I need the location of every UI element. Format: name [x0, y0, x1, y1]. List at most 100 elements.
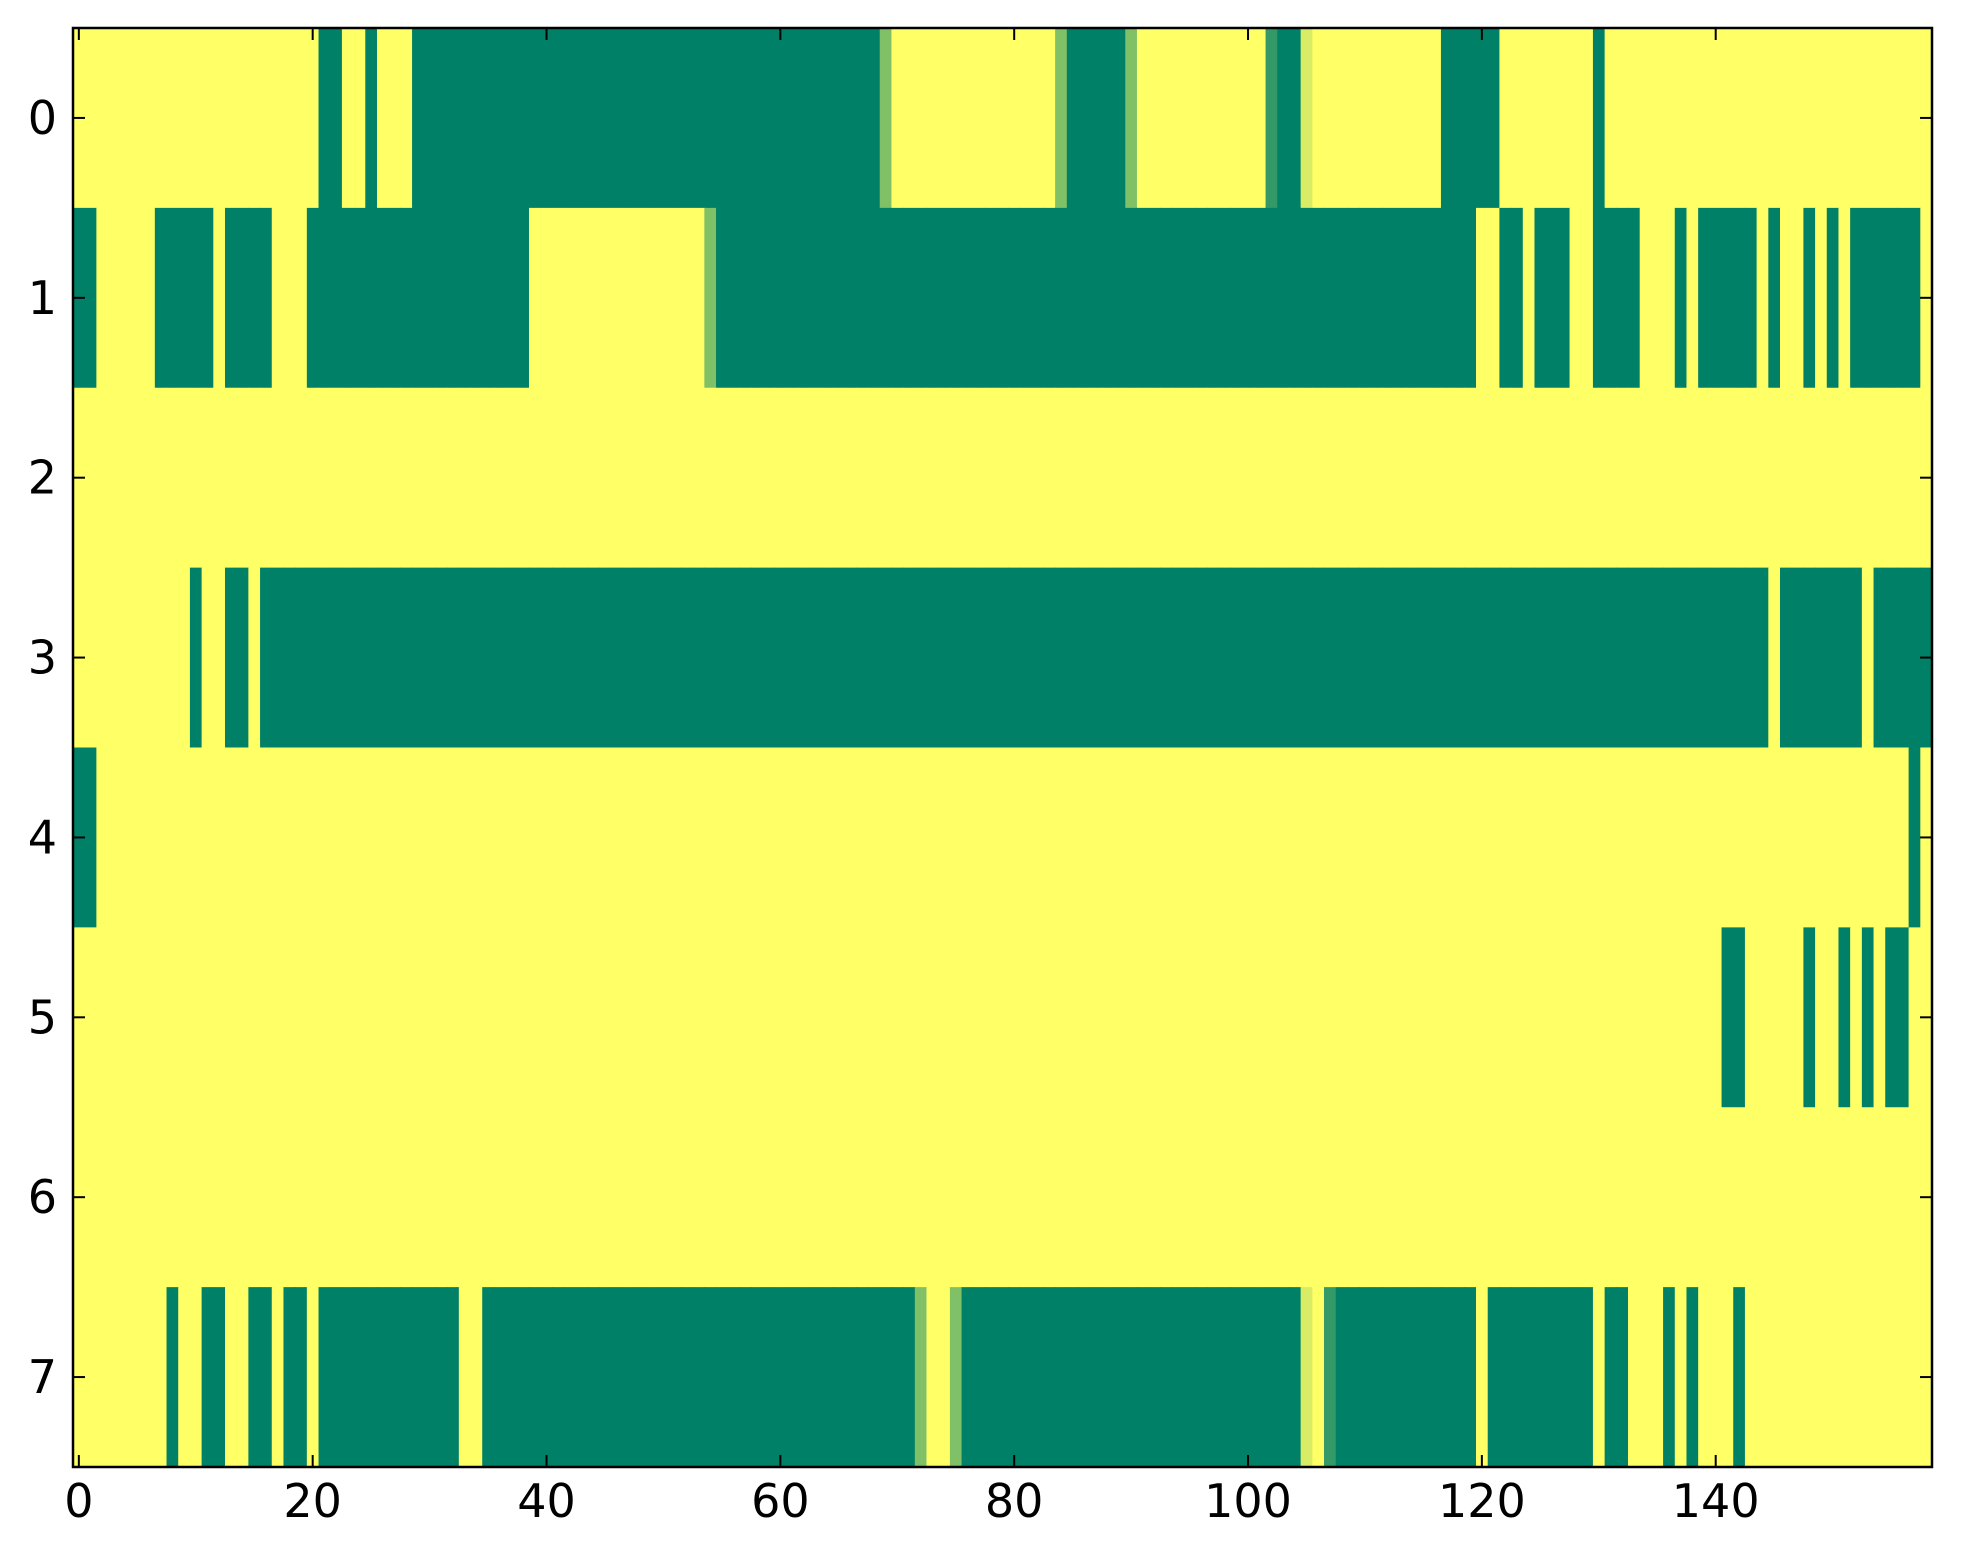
heatmap-cell — [1277, 387, 1290, 569]
heatmap-cell — [1592, 1287, 1606, 1468]
heatmap-cell — [271, 387, 285, 569]
heatmap-cell — [143, 387, 156, 569]
heatmap-cell — [680, 747, 694, 928]
heatmap-cell — [1592, 927, 1606, 1108]
heatmap-cell — [1136, 567, 1150, 749]
heatmap-cell — [412, 1107, 425, 1288]
heatmap-cell — [1651, 1107, 1664, 1288]
heatmap-cell — [1885, 28, 1898, 209]
heatmap-cell — [1265, 28, 1278, 209]
heatmap-cell — [926, 567, 939, 749]
heatmap-cell — [295, 1107, 308, 1288]
heatmap-cell — [903, 28, 916, 209]
heatmap-cell — [482, 747, 495, 928]
heatmap-cell — [1499, 1287, 1512, 1468]
heatmap-cell — [341, 207, 355, 389]
heatmap-cell — [1826, 1287, 1840, 1468]
heatmap-cell — [1359, 927, 1372, 1108]
heatmap-cell — [914, 1287, 928, 1468]
heatmap-cell — [938, 207, 951, 389]
heatmap-cell — [844, 567, 857, 749]
heatmap-cell — [727, 747, 741, 928]
heatmap-cell — [1639, 1287, 1652, 1468]
heatmap-cell — [493, 747, 507, 928]
heatmap-cell — [435, 207, 448, 389]
heatmap-cell — [1908, 567, 1921, 749]
heatmap-cell — [1335, 927, 1349, 1108]
heatmap-cell — [1791, 567, 1804, 749]
heatmap-cell — [926, 747, 939, 928]
heatmap-cell — [1803, 1107, 1816, 1288]
heatmap-cell — [1791, 28, 1804, 209]
heatmap-cell — [1452, 567, 1465, 749]
heatmap-cell — [1487, 1107, 1501, 1288]
heatmap-cell — [1838, 207, 1851, 389]
heatmap-cell — [1674, 567, 1688, 749]
heatmap-cell — [388, 1287, 401, 1468]
heatmap-cell — [821, 387, 834, 569]
heatmap-cell — [1242, 747, 1255, 928]
heatmap-cell — [716, 1287, 729, 1468]
heatmap-cell — [1288, 927, 1302, 1108]
heatmap-cell — [821, 927, 834, 1108]
heatmap-cell — [809, 28, 822, 209]
heatmap-cell — [821, 567, 834, 749]
heatmap-cell — [1780, 1107, 1793, 1288]
heatmap-cell — [751, 28, 764, 209]
heatmap-cell — [1639, 1107, 1652, 1288]
heatmap-cell — [587, 747, 600, 928]
heatmap-cell — [552, 207, 565, 389]
heatmap-cell — [423, 1107, 437, 1288]
heatmap-cell — [1113, 28, 1126, 209]
heatmap-cell — [423, 927, 437, 1108]
heatmap-cell — [470, 387, 483, 569]
heatmap-cell — [1218, 567, 1232, 749]
heatmap-cell — [1195, 1107, 1208, 1288]
heatmap-cell — [657, 28, 670, 209]
heatmap-cell — [1195, 1287, 1208, 1468]
heatmap-cell — [797, 387, 811, 569]
heatmap-cell — [1826, 207, 1840, 389]
heatmap-cell — [1850, 747, 1863, 928]
heatmap-cell — [517, 387, 530, 569]
heatmap-cell — [1546, 28, 1559, 209]
heatmap-cell — [493, 207, 507, 389]
heatmap-cell — [295, 1287, 308, 1468]
heatmap-cell — [318, 567, 331, 749]
heatmap-cell — [1394, 927, 1407, 1108]
heatmap-cell — [1417, 28, 1430, 209]
heatmap-cell — [353, 207, 366, 389]
heatmap-cell — [1370, 28, 1384, 209]
heatmap-cell — [1429, 927, 1442, 1108]
heatmap-cell — [1756, 1107, 1769, 1288]
heatmap-cell — [1043, 207, 1056, 389]
heatmap-cell — [1113, 927, 1126, 1108]
heatmap-cell — [1663, 28, 1676, 209]
heatmap-cell — [1744, 387, 1758, 569]
heatmap-cell — [1101, 28, 1115, 209]
heatmap-cell — [1850, 1107, 1863, 1288]
heatmap-cell — [505, 387, 518, 569]
heatmap-cell — [458, 747, 472, 928]
heatmap-cell — [926, 387, 939, 569]
heatmap-cell — [131, 207, 144, 389]
heatmap-cell — [1125, 927, 1138, 1108]
heatmap-cell — [1335, 387, 1349, 569]
heatmap-cell — [739, 28, 752, 209]
heatmap-cell — [949, 747, 963, 928]
heatmap-cell — [645, 1107, 659, 1288]
heatmap-cell — [1663, 1107, 1676, 1288]
heatmap-cell — [984, 387, 998, 569]
heatmap-cell — [949, 207, 963, 389]
x-tick-label: 0 — [64, 1474, 93, 1528]
heatmap-cell — [1768, 207, 1781, 389]
heatmap-cell — [341, 1287, 355, 1468]
heatmap-cell — [1815, 927, 1828, 1108]
heatmap-cell — [1172, 567, 1185, 749]
heatmap-cell — [949, 1287, 963, 1468]
heatmap-cell — [482, 387, 495, 569]
heatmap-cell — [1639, 747, 1652, 928]
heatmap-cell — [1055, 1107, 1068, 1288]
heatmap-cell — [1604, 747, 1617, 928]
